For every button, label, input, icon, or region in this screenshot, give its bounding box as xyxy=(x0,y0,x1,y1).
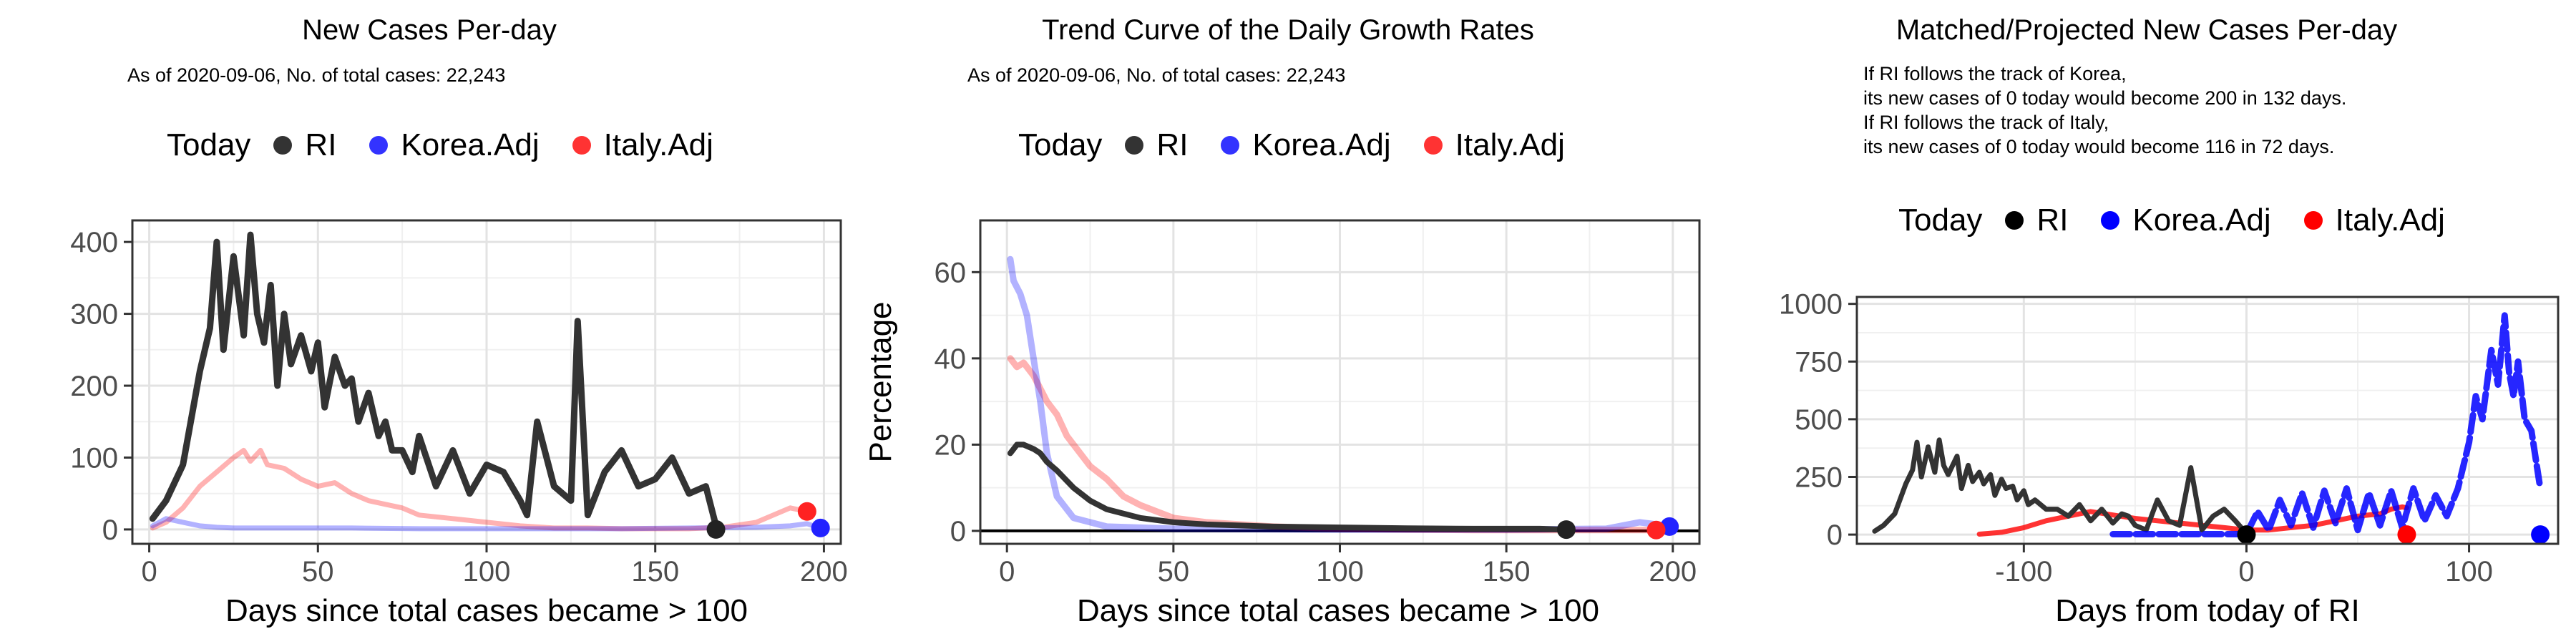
chart-subtitle: As of 2020-09-06, No. of total cases: 22… xyxy=(967,64,1346,86)
chart-subtitle: As of 2020-09-06, No. of total cases: 22… xyxy=(127,64,506,86)
today-point-korea xyxy=(811,518,830,537)
y-tick-label: 500 xyxy=(1795,404,1843,436)
legend-dot-ri xyxy=(2005,211,2024,230)
legend-label: Korea.Adj xyxy=(1252,127,1391,162)
legend-item-italy: Italy.Adj xyxy=(2303,203,2445,238)
x-tick-label: 0 xyxy=(141,556,157,587)
y-tick-label: 40 xyxy=(935,343,967,375)
plot-border xyxy=(979,219,1701,545)
x-tick-label: 50 xyxy=(1158,556,1190,587)
y-tick-label: 0 xyxy=(950,516,966,547)
today-point-italy xyxy=(797,502,816,521)
legend-dot-italy xyxy=(1423,136,1443,155)
x-tick-label: 0 xyxy=(2238,556,2254,587)
legend-item-korea: Korea.Adj xyxy=(2101,203,2271,238)
series-line-italy xyxy=(1976,504,2409,537)
panel-new-cases: New Cases Per-day As of 2020-09-06, No. … xyxy=(0,0,859,644)
legend-dot-korea xyxy=(1221,136,1240,155)
legend-dot-korea xyxy=(2101,211,2120,230)
chart-plot: 0 50 100 150 200 0 20 40 60 Days since total case… xyxy=(863,219,1701,628)
y-tick-label: 100 xyxy=(70,442,118,474)
y-tick-label: 0 xyxy=(102,514,118,546)
series-line-korea xyxy=(1007,255,1673,533)
x-tick-label: 150 xyxy=(1483,556,1531,587)
chart-title: Trend Curve of the Daily Growth Rates xyxy=(1042,14,1534,46)
legend: Today RI Korea.Adj Italy.Adj xyxy=(1898,203,2462,238)
series-line-ri xyxy=(1872,437,2249,536)
x-tick-label: -100 xyxy=(1995,556,2052,587)
legend-item-korea: Korea.Adj xyxy=(1221,127,1391,163)
legend-item-ri: RI xyxy=(2005,203,2068,238)
legend: Today RI Korea.Adj Italy.Adj xyxy=(167,127,731,163)
today-point-ri xyxy=(706,519,726,539)
today-point-ri xyxy=(1556,520,1576,540)
series-line-ri xyxy=(149,231,720,530)
x-tick-label: 0 xyxy=(999,556,1015,587)
x-tick-label: 200 xyxy=(1649,556,1697,587)
y-tick-label: 400 xyxy=(70,227,118,258)
x-tick-label: 150 xyxy=(631,556,679,587)
today-point-korea xyxy=(2531,525,2550,545)
plot-border xyxy=(1855,296,2560,545)
x-axis-label: Days since total cases became > 100 xyxy=(1077,593,1599,628)
x-tick-label: 100 xyxy=(463,556,511,587)
legend-title: Today xyxy=(1018,127,1103,162)
chart-title: Matched/Projected New Cases Per-day xyxy=(1896,14,2398,46)
x-tick-label: 100 xyxy=(1316,556,1364,587)
legend-item-italy: Italy.Adj xyxy=(572,127,713,163)
y-tick-label: 60 xyxy=(935,257,967,288)
legend-label: Italy.Adj xyxy=(1455,127,1565,162)
series-line-ri xyxy=(1007,441,1569,533)
legend: Today RI Korea.Adj Italy.Adj xyxy=(1018,127,1582,163)
y-tick-label: 250 xyxy=(1795,462,1843,493)
chart-plot: 0 50 100 150 200 0 100 200 300 400 Days since tota… xyxy=(70,219,848,628)
y-tick-label: 750 xyxy=(1795,346,1843,378)
legend-label: RI xyxy=(305,127,337,162)
y-tick-label: 0 xyxy=(1827,519,1843,551)
legend-dot-ri xyxy=(1125,136,1144,155)
today-point-italy xyxy=(1646,520,1666,540)
legend-title: Today xyxy=(1898,203,1983,238)
legend-item-italy: Italy.Adj xyxy=(1423,127,1565,163)
legend-label: Korea.Adj xyxy=(401,127,540,162)
series-line-italy xyxy=(150,447,810,532)
legend-dot-italy xyxy=(2303,211,2323,230)
legend-label: RI xyxy=(1156,127,1189,162)
y-tick-label: 300 xyxy=(70,299,118,331)
x-axis-label: Days from today of RI xyxy=(2055,593,2359,628)
x-axis-label: Days since total cases became > 100 xyxy=(225,593,748,628)
legend-dot-italy xyxy=(572,136,591,155)
legend-item-korea: Korea.Adj xyxy=(369,127,540,163)
legend-label: Italy.Adj xyxy=(603,127,713,162)
y-tick-label: 20 xyxy=(935,429,967,461)
legend-label: Korea.Adj xyxy=(2132,203,2271,238)
legend-dot-ri xyxy=(273,136,293,155)
x-tick-label: 200 xyxy=(800,556,848,587)
chart-title: New Cases Per-day xyxy=(302,14,557,46)
legend-dot-korea xyxy=(369,136,389,155)
legend-title: Today xyxy=(167,127,251,162)
y-axis-label: Percentage xyxy=(863,301,898,462)
legend-item-ri: RI xyxy=(273,127,336,163)
plot-border xyxy=(131,219,842,545)
today-point-italy xyxy=(2397,525,2416,545)
panel-projected: Matched/Projected New Cases Per-day If R… xyxy=(1717,0,2576,644)
panel-growth-rates: Trend Curve of the Daily Growth Rates As… xyxy=(859,0,1717,644)
chart-subtitle: If RI follows the track of Korea, its ne… xyxy=(1863,63,2347,157)
legend-item-ri: RI xyxy=(1125,127,1188,163)
x-tick-label: 100 xyxy=(2445,556,2493,587)
series-line-korea xyxy=(150,516,824,532)
x-tick-label: 50 xyxy=(302,556,334,587)
y-tick-label: 1000 xyxy=(1779,289,1843,321)
legend-label: RI xyxy=(2036,203,2069,238)
today-point-ri xyxy=(2237,525,2256,545)
y-tick-label: 200 xyxy=(70,371,118,402)
legend-label: Italy.Adj xyxy=(2335,203,2445,238)
